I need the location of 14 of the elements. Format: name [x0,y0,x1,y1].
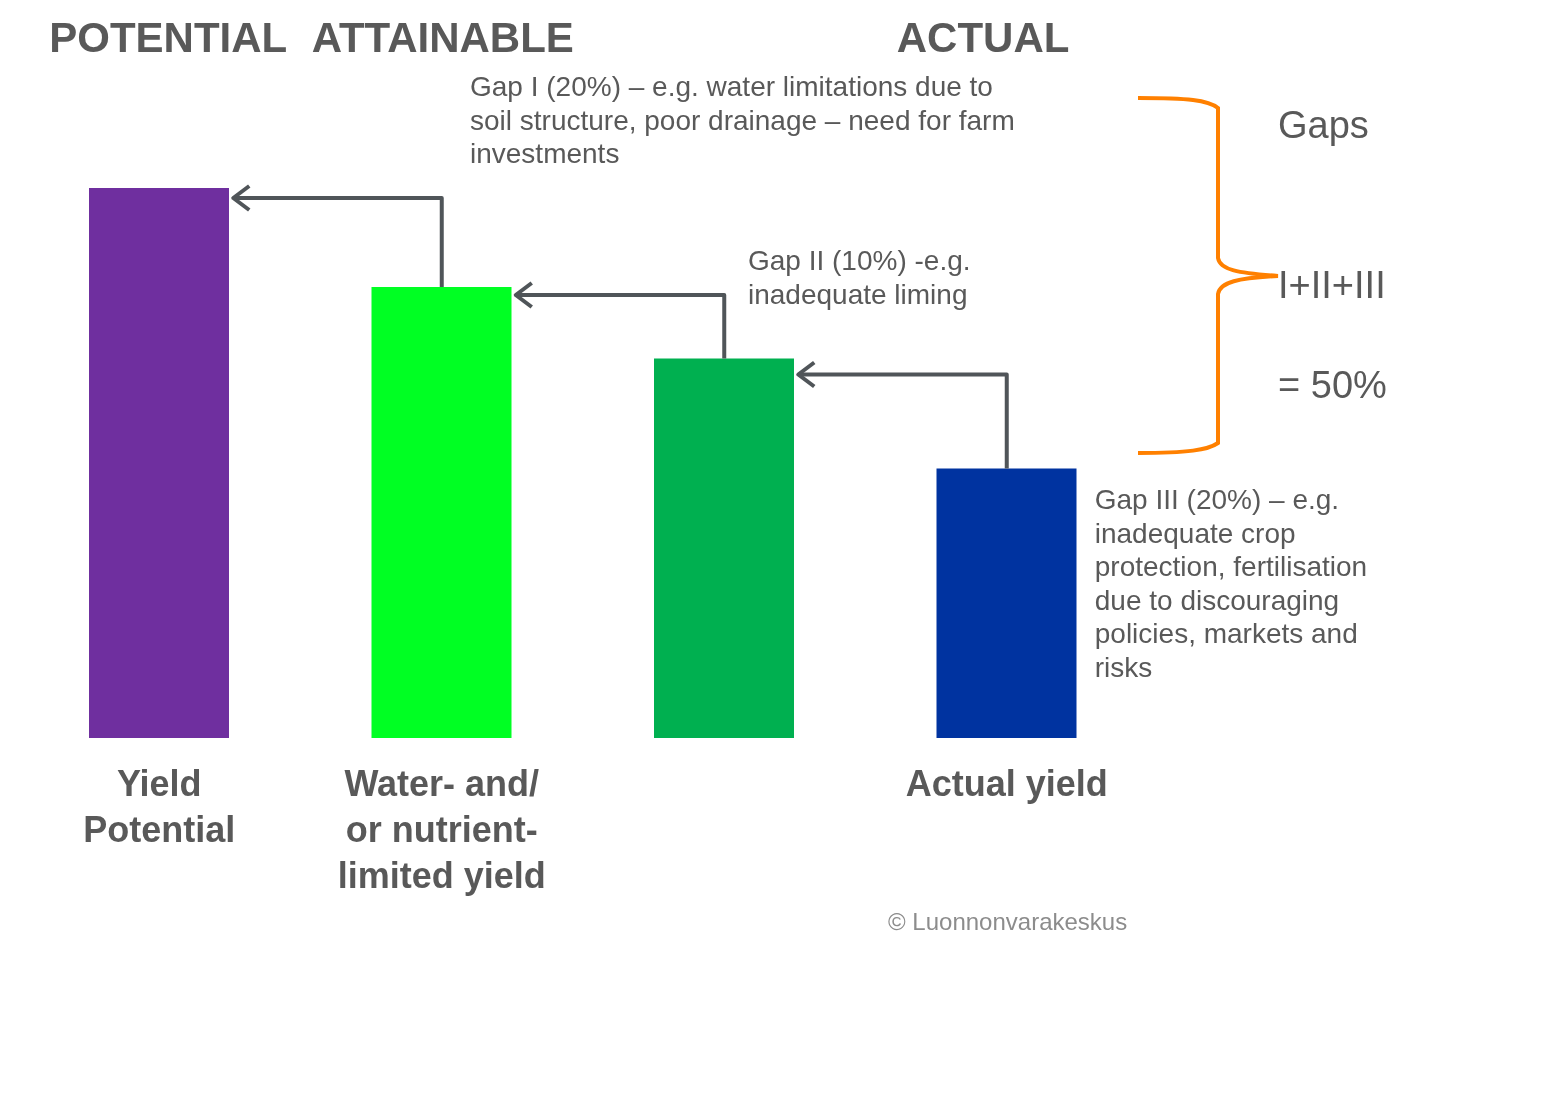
text: = 50% [1278,363,1388,408]
annotation: Gap II (10%) -e.g. inadequate liming [748,244,972,312]
x-tick-label: Yield Potential [83,763,236,850]
x-tick-label: Actual yield [905,763,1108,804]
text: ATTAINABLE [311,13,575,63]
x-tick-label: Water- and/ or nutrient- limited yield [337,763,546,896]
bar [89,188,229,738]
text: POTENTIAL [49,14,288,61]
text: I+II+III [1278,263,1387,308]
text: ACTUAL [896,13,1071,63]
text: Gap I (20%) – e.g. water limitations due to soil structure, poor drainage – need for farm investments [470,70,1016,171]
annotation: Gap III (20%) – e.g. inadequate crop protection, fertilisation due to discouraging policies, markets and risks [1094,483,1369,685]
text: © Luonnonvarakeskus [888,908,1129,937]
text: Gaps [1278,103,1370,148]
